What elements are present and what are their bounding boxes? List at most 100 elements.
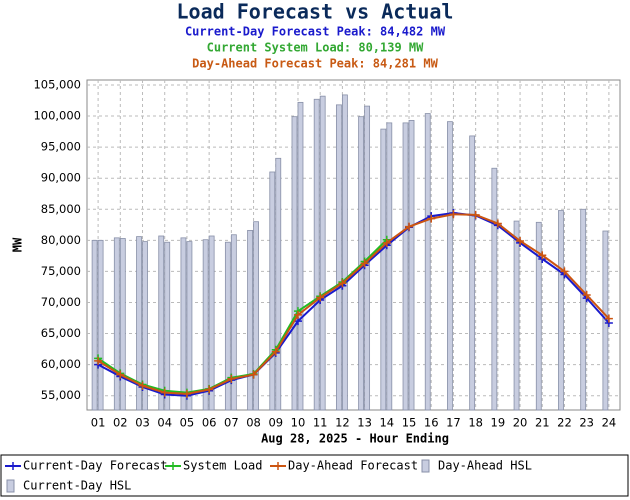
x-tick-label: 22 [557, 416, 572, 430]
bar [297, 101, 304, 411]
chart-title: Load Forecast vs Actual [177, 0, 454, 24]
bar [269, 171, 276, 411]
y-tick-label: 85,000 [41, 202, 81, 216]
bar [291, 116, 298, 411]
bar [535, 221, 542, 411]
legend-label: Current-Day Forecast [23, 459, 168, 473]
bar [97, 239, 104, 411]
bar [491, 167, 498, 411]
marker [182, 389, 191, 398]
x-tick-label: 16 [424, 416, 439, 430]
subtitle: Current-Day Forecast Peak: 84,482 MW [185, 25, 446, 39]
marker [316, 293, 325, 302]
subtitle: Current System Load: 80,139 MW [207, 41, 425, 55]
bar [341, 94, 348, 411]
x-tick-label: 13 [357, 416, 372, 430]
bar [513, 220, 520, 411]
bar [91, 239, 98, 411]
marker [516, 236, 525, 245]
bar [180, 237, 187, 411]
x-tick-label: 03 [135, 416, 150, 430]
x-tick-label: 04 [157, 416, 172, 430]
legend-box [0, 454, 629, 497]
bar [275, 157, 282, 411]
marker [338, 279, 347, 288]
marker [449, 210, 458, 219]
y-tick-label: 80,000 [41, 233, 81, 247]
x-tick-label: 24 [602, 416, 617, 430]
bar [558, 210, 564, 411]
y-tick-label: 90,000 [41, 171, 81, 185]
legend-marker [169, 462, 177, 470]
x-tick-label: 12 [335, 416, 350, 430]
bar [224, 241, 231, 411]
legend-label: Day-Ahead Forecast [288, 459, 418, 473]
bar [424, 113, 431, 411]
y-tick-label: 65,000 [41, 326, 81, 340]
y-tick-label: 100,000 [33, 109, 81, 123]
marker [205, 385, 214, 394]
legend-marker [274, 462, 282, 470]
marker [249, 370, 258, 379]
marker [382, 238, 391, 247]
y-tick-label: 75,000 [41, 264, 81, 278]
bar [136, 236, 142, 411]
x-tick-label: 15 [402, 416, 417, 430]
bar [469, 135, 476, 411]
y-tick-label: 95,000 [41, 140, 81, 154]
x-tick-label: 06 [202, 416, 217, 430]
bar [186, 241, 193, 411]
x-tick-label: 01 [91, 416, 106, 430]
bar [247, 229, 253, 411]
x-tick-label: 08 [246, 416, 261, 430]
marker [360, 259, 369, 268]
bar [313, 98, 320, 411]
marker [405, 222, 414, 231]
bar [386, 122, 393, 411]
x-tick-label: 19 [491, 416, 506, 430]
marker [493, 219, 502, 228]
bar [230, 234, 237, 411]
bar [447, 121, 453, 411]
bar [202, 239, 209, 411]
marker [582, 291, 591, 300]
legend-swatch [421, 459, 430, 473]
bar [580, 208, 587, 411]
bar [380, 128, 387, 411]
bar [113, 237, 120, 411]
marker [293, 310, 302, 319]
marker [138, 381, 147, 390]
x-tick-label: 20 [513, 416, 528, 430]
bar [119, 238, 126, 411]
legend-label: Day-Ahead HSL [438, 459, 532, 473]
bar [142, 241, 148, 411]
marker [116, 370, 125, 379]
marker [94, 356, 103, 365]
bar [319, 95, 326, 411]
x-tick-label: 17 [446, 416, 461, 430]
x-tick-label: 09 [268, 416, 283, 430]
plot-area [86, 79, 621, 411]
x-tick-label: 14 [379, 416, 394, 430]
bar [253, 221, 259, 411]
y-tick-label: 60,000 [41, 357, 81, 371]
subtitle: Day-Ahead Forecast Peak: 84,281 MW [192, 57, 438, 71]
bar [164, 241, 171, 411]
bar [335, 104, 342, 411]
legend-label: System Load [183, 459, 262, 473]
marker [560, 267, 569, 276]
bar [158, 235, 165, 411]
x-tick-label: 10 [291, 416, 306, 430]
y-tick-label: 55,000 [41, 388, 81, 402]
x-tick-label: 07 [224, 416, 239, 430]
x-tick-label: 05 [180, 416, 195, 430]
x-tick-label: 18 [468, 416, 483, 430]
marker [471, 210, 480, 219]
marker [227, 374, 236, 383]
y-tick-label: 105,000 [33, 77, 81, 91]
bar [408, 119, 415, 411]
bar [402, 122, 409, 411]
marker [271, 347, 280, 356]
marker [160, 388, 169, 397]
